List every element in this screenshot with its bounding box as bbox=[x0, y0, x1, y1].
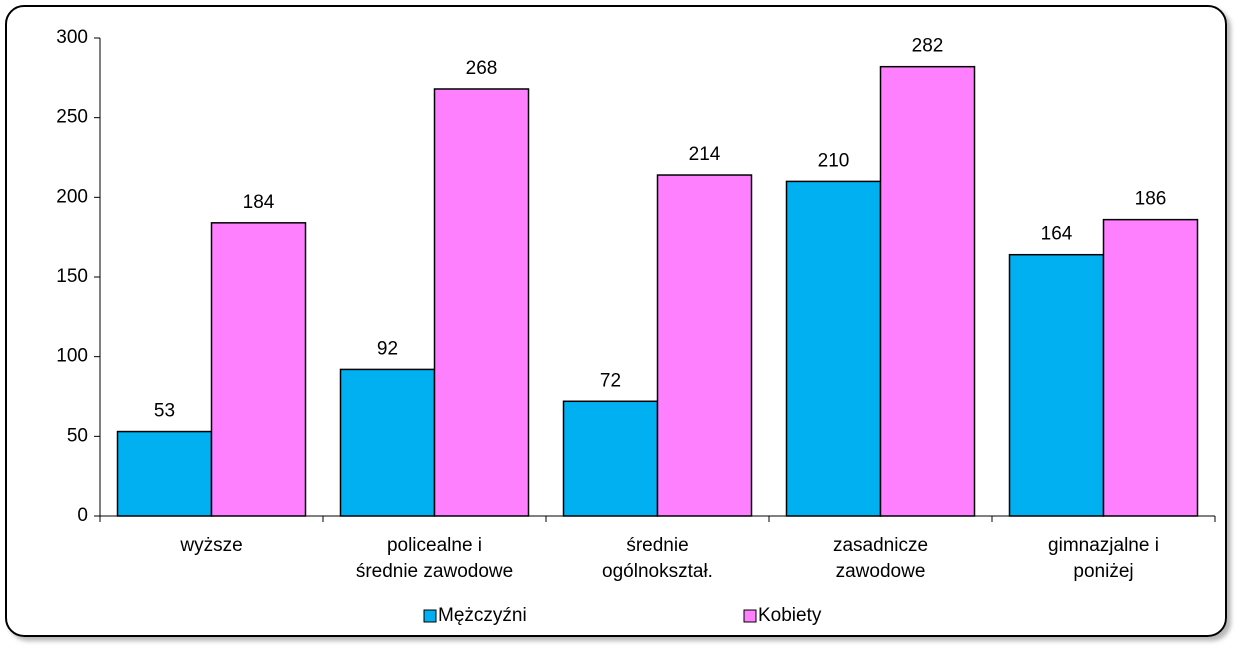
value-label: 214 bbox=[689, 144, 721, 165]
legend-label: Kobiety bbox=[758, 605, 822, 626]
x-tick-label: policealne i bbox=[387, 535, 482, 556]
bar bbox=[785, 180, 882, 517]
bar bbox=[116, 430, 213, 517]
value-label: 92 bbox=[377, 338, 398, 359]
y-tick-label: 50 bbox=[67, 425, 88, 446]
bar bbox=[339, 368, 436, 517]
value-label: 210 bbox=[818, 150, 850, 171]
value-label: 72 bbox=[600, 370, 621, 391]
legend-swatch bbox=[423, 609, 437, 623]
x-tick-label: gimnazjalne i bbox=[1048, 535, 1159, 556]
bar bbox=[1008, 253, 1105, 517]
y-tick-label: 300 bbox=[56, 27, 88, 48]
legend-swatch bbox=[743, 609, 757, 623]
value-label: 53 bbox=[154, 401, 175, 422]
x-tick-label: zasadnicze bbox=[833, 535, 928, 556]
value-label: 186 bbox=[1135, 189, 1167, 210]
bar bbox=[210, 222, 307, 517]
x-tick-label: wyższe bbox=[179, 535, 242, 556]
y-tick-label: 150 bbox=[56, 266, 88, 287]
x-tick-label: ogólnokształ. bbox=[602, 561, 713, 582]
legend-label: Mężczyźni bbox=[438, 605, 527, 626]
x-tick-label: poniżej bbox=[1073, 561, 1133, 582]
value-label: 282 bbox=[912, 36, 944, 57]
x-tick-label: średnie zawodowe bbox=[356, 561, 513, 582]
value-label: 164 bbox=[1041, 224, 1073, 245]
bar bbox=[433, 88, 530, 517]
y-tick-label: 200 bbox=[56, 186, 88, 207]
bar bbox=[562, 400, 659, 517]
x-tick-label: zawodowe bbox=[836, 561, 926, 582]
x-tick-label: średnie bbox=[626, 535, 688, 556]
y-tick-label: 0 bbox=[77, 505, 88, 526]
bar bbox=[656, 174, 753, 517]
y-tick-label: 100 bbox=[56, 346, 88, 367]
bar bbox=[879, 65, 976, 517]
bar bbox=[1102, 218, 1199, 517]
y-tick-label: 250 bbox=[56, 107, 88, 128]
value-label: 268 bbox=[466, 58, 498, 79]
value-label: 184 bbox=[243, 192, 275, 213]
